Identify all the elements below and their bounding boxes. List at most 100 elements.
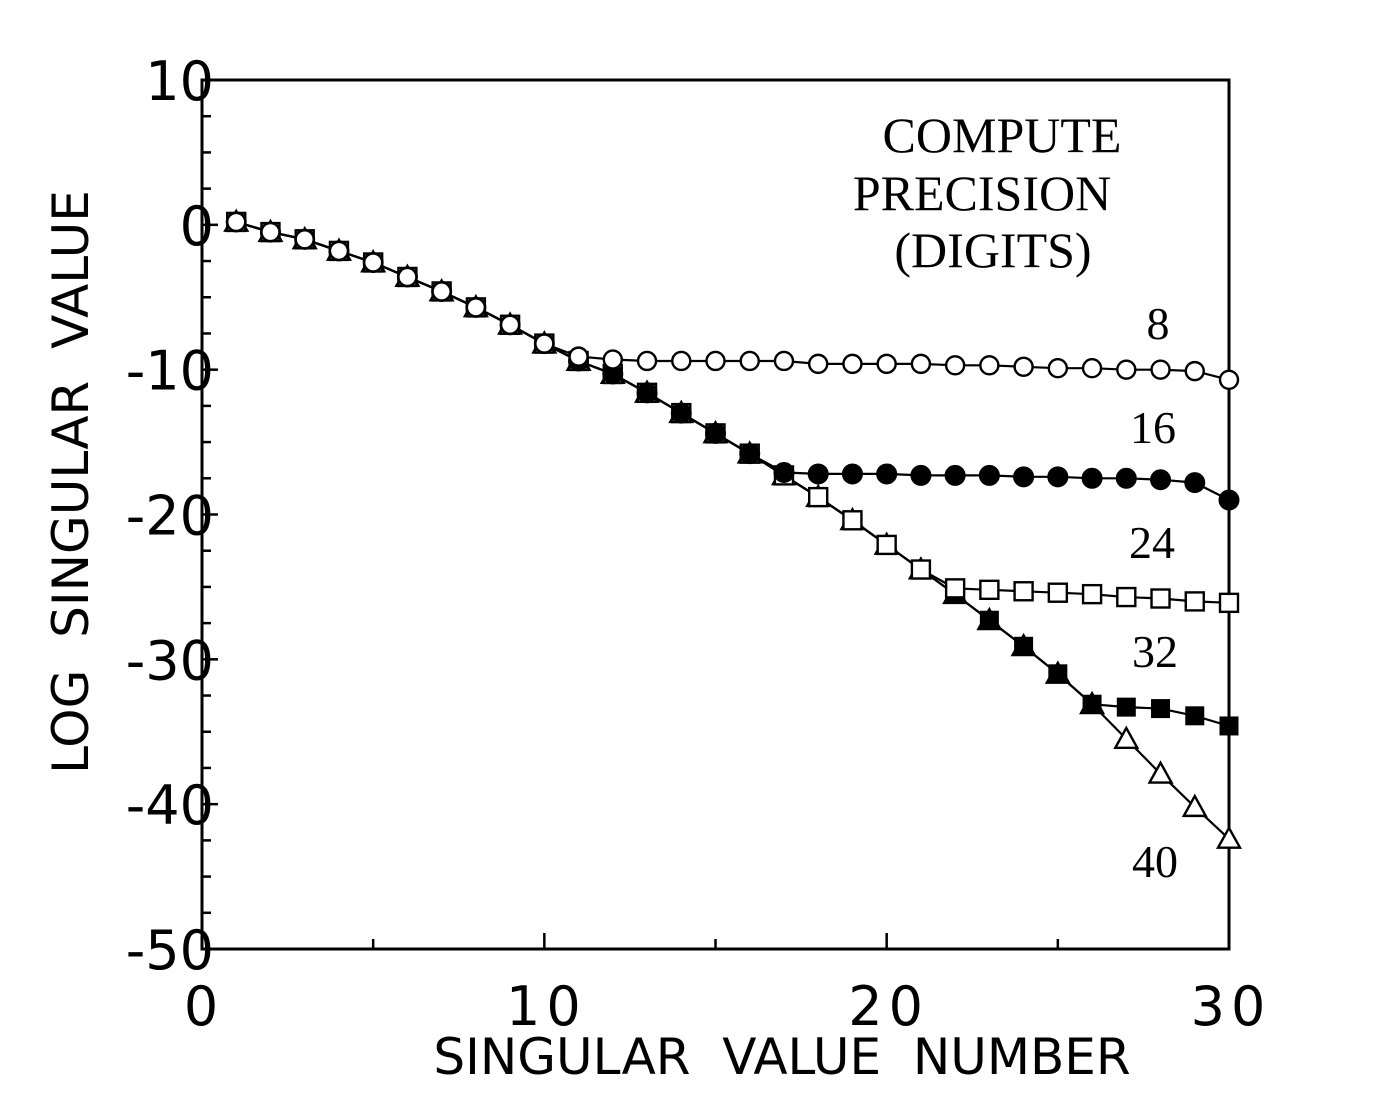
data-point <box>1150 359 1171 380</box>
data-point <box>1116 586 1137 608</box>
data-point <box>1185 706 1205 726</box>
series-label-16: 16 <box>1130 402 1176 453</box>
y-axis-title: LOG SINGULAR VALUE <box>42 190 100 774</box>
data-point <box>1014 636 1034 656</box>
data-point <box>944 355 966 376</box>
data-point <box>807 463 829 485</box>
x-tick-label: 30 <box>1191 975 1272 1038</box>
data-point <box>739 350 760 372</box>
series-labels: 8 16 24 32 40 <box>1129 298 1178 887</box>
data-point <box>1047 466 1069 488</box>
data-point <box>876 534 897 556</box>
data-point <box>1081 467 1103 489</box>
data-point <box>808 353 829 375</box>
axes: 100-10-20-30-40-500 10 20 30 <box>126 50 1272 1038</box>
y-tick-label: -20 <box>126 485 214 548</box>
data-point <box>979 579 1000 601</box>
series-8-markers <box>226 211 1240 391</box>
data-point <box>1013 466 1035 488</box>
series-group <box>223 208 1243 849</box>
data-point <box>226 211 247 233</box>
data-point <box>773 461 795 483</box>
y-tick-label: -30 <box>126 629 214 692</box>
data-point <box>1081 358 1103 379</box>
data-point <box>1215 825 1243 849</box>
y-tick-label: -10 <box>126 340 214 403</box>
data-point <box>1150 588 1171 609</box>
data-point <box>1013 581 1034 602</box>
x-axis-title: SINGULAR VALUE NUMBER <box>433 1028 1130 1086</box>
data-point <box>294 229 315 250</box>
y-tick-label: 0 <box>180 195 214 258</box>
data-point <box>670 402 692 424</box>
data-point <box>1116 359 1137 380</box>
data-point <box>636 382 658 404</box>
data-point <box>1147 760 1174 784</box>
data-point <box>636 350 658 372</box>
data-point <box>1181 793 1208 818</box>
series-label-40: 40 <box>1132 836 1178 887</box>
data-point <box>1047 582 1069 603</box>
data-point <box>841 463 863 485</box>
data-point <box>1115 467 1137 489</box>
data-point <box>1048 664 1068 684</box>
data-point <box>568 346 589 367</box>
data-point <box>1116 697 1136 717</box>
y-tick-label: 10 <box>145 50 214 113</box>
data-point <box>1184 591 1205 612</box>
data-point <box>910 464 932 486</box>
data-point <box>910 559 932 580</box>
series-label-8: 8 <box>1147 298 1170 349</box>
series-line-32 <box>235 220 1230 728</box>
data-point <box>705 350 726 372</box>
data-point <box>1218 489 1240 511</box>
x-tick-label: 20 <box>848 975 929 1038</box>
data-point <box>1047 358 1069 379</box>
data-point <box>431 281 452 302</box>
data-point <box>362 252 384 273</box>
data-point <box>534 333 555 354</box>
data-point <box>978 464 1000 486</box>
data-point <box>944 578 966 599</box>
data-point <box>499 314 521 335</box>
data-point <box>979 355 1000 376</box>
legend-title-line-1: COMPUTE <box>883 107 1122 163</box>
data-point <box>979 610 999 630</box>
data-point <box>876 463 898 485</box>
data-point <box>773 350 795 372</box>
data-point <box>842 510 863 531</box>
series-line-40 <box>235 220 1230 840</box>
data-point <box>397 266 418 288</box>
y-tick-label: -40 <box>126 774 214 837</box>
data-point <box>1184 472 1206 494</box>
y-tick-label: -50 <box>126 919 214 982</box>
data-point <box>1184 360 1205 382</box>
data-point <box>1151 699 1171 719</box>
data-point <box>328 240 350 262</box>
legend-title-line-3: (DIGITS) <box>894 222 1091 278</box>
series-label-32: 32 <box>1132 626 1178 677</box>
series-line-24 <box>235 220 1230 604</box>
data-point <box>671 350 692 372</box>
legend-title: COMPUTE PRECISION (DIGITS) <box>853 107 1122 278</box>
data-point <box>1082 694 1102 714</box>
data-point <box>705 422 726 444</box>
data-point <box>842 353 863 375</box>
data-point <box>1081 583 1103 605</box>
data-point <box>1218 592 1240 614</box>
data-point <box>739 443 761 465</box>
data-point <box>1113 725 1140 749</box>
series-label-24: 24 <box>1129 517 1175 568</box>
series-40-markers <box>223 208 1243 849</box>
x-tick-label: 10 <box>506 975 587 1038</box>
data-point <box>1013 356 1034 377</box>
data-point <box>1219 716 1239 736</box>
data-point <box>876 353 897 375</box>
legend-title-line-2: PRECISION <box>853 165 1111 221</box>
data-point <box>260 221 281 243</box>
data-point <box>465 297 487 318</box>
data-point <box>1150 469 1172 491</box>
x-tick-label: 0 <box>184 975 224 1038</box>
data-point <box>910 353 932 375</box>
